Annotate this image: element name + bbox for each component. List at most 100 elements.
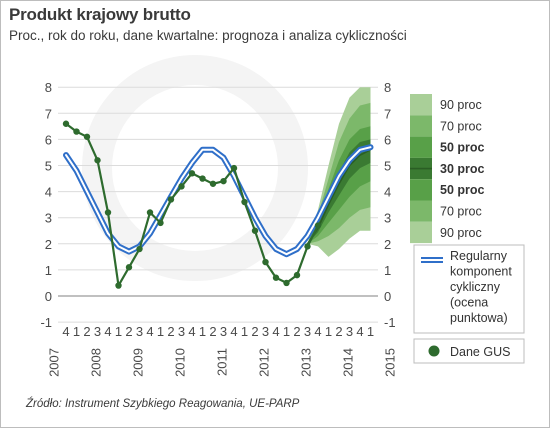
x-quarter-label: 3 [262, 324, 269, 339]
x-quarter-label: 4 [146, 324, 153, 339]
y-tick-label-right: 4 [384, 185, 391, 200]
legend-fan-label: 70 proc [440, 205, 482, 219]
x-quarter-label: 4 [230, 324, 237, 339]
legend-fan-label: 50 proc [440, 141, 485, 155]
x-quarter-label: 4 [104, 324, 111, 339]
y-tick-label-right: 6 [384, 132, 391, 147]
legend-cycle-label: cykliczny [450, 280, 501, 294]
x-quarter-label: 2 [335, 324, 342, 339]
chart-subtitle: Proc., rok do roku, dane kwartalne: prog… [9, 28, 407, 43]
y-tick-label-right: 0 [384, 289, 391, 304]
chart-title: Produkt krajowy brutto [9, 5, 191, 24]
x-year-label: 2013 [299, 348, 314, 377]
x-quarter-label: 2 [125, 324, 132, 339]
gus-point [220, 177, 227, 185]
y-axis-left: -1 0 1 2 3 4 5 6 7 8 [40, 80, 52, 330]
legend-fan-label: 90 proc [440, 98, 482, 112]
legend-swatch [410, 115, 432, 137]
legend: 90 proc 70 proc 50 proc 30 proc 50 proc 70 pr… [410, 94, 525, 364]
gus-series [62, 120, 322, 289]
legend-gus-marker [428, 345, 440, 357]
legend-fan-label: 30 proc [440, 162, 485, 176]
y-tick-label-left: 0 [45, 289, 52, 304]
gus-point [104, 209, 112, 216]
legend-gus-label: Dane GUS [450, 345, 510, 359]
legend-fan-label: 50 proc [440, 183, 485, 197]
x-quarter-label: 4 [188, 324, 195, 339]
y-tick-label-left: 2 [45, 237, 52, 252]
gus-point [293, 271, 301, 279]
y-tick-label-right: 8 [384, 80, 391, 95]
gus-point [157, 219, 164, 227]
gus-point [272, 274, 280, 281]
cycle-series [63, 144, 374, 258]
gus-point [136, 245, 143, 253]
gus-point [314, 222, 322, 229]
gus-point [283, 279, 290, 287]
y-tick-label-right: -1 [384, 315, 396, 330]
y-tick-label-left: 3 [45, 211, 52, 226]
x-quarter-label: 2 [83, 324, 90, 339]
x-quarter-label: 1 [115, 324, 122, 339]
x-quarter-label: 1 [325, 324, 332, 339]
gus-point [83, 133, 91, 140]
x-year-label: 2010 [173, 348, 188, 377]
x-quarter-label: 1 [73, 324, 80, 339]
x-quarter-label: 2 [251, 324, 258, 339]
gus-point [262, 258, 269, 266]
x-year-label: 2011 [215, 348, 230, 376]
x-year-label: 2009 [131, 348, 146, 377]
y-tick-label-left: 1 [45, 263, 52, 278]
gus-point [94, 157, 101, 164]
y-tick-label-left: 8 [45, 80, 52, 95]
y-tick-label-left: 7 [45, 106, 52, 121]
y-tick-label-right: 7 [384, 106, 391, 121]
x-quarter-label: 3 [304, 324, 311, 339]
x-year-label: 2014 [341, 348, 356, 377]
x-year-label: 2007 [47, 348, 62, 377]
x-quarter-label: 1 [367, 324, 374, 339]
gus-point [188, 170, 196, 177]
x-year-label: 2012 [257, 348, 272, 377]
x-quarter-label: 4 [62, 324, 69, 339]
y-axis-right: -1 0 1 2 3 4 5 6 7 8 [384, 80, 396, 330]
legend-fan-label: 90 proc [440, 226, 482, 240]
legend-swatch [410, 200, 432, 222]
legend-cycle-label: (ocena [450, 296, 488, 310]
x-quarter-label: 3 [346, 324, 353, 339]
gus-point [209, 180, 217, 187]
x-quarter-label: 2 [167, 324, 174, 339]
legend-swatch [410, 94, 432, 116]
y-tick-label-left: 4 [45, 185, 52, 200]
x-quarter-label: 4 [356, 324, 363, 339]
watermark-ring [82, 55, 308, 281]
y-tick-label-left: 5 [45, 159, 52, 174]
x-quarter-label: 1 [283, 324, 290, 339]
x-quarter-label: 1 [241, 324, 248, 339]
x-quarter-label: 3 [220, 324, 227, 339]
y-tick-label-right: 2 [384, 237, 391, 252]
x-quarter-label: 4 [272, 324, 279, 339]
x-quarter-label: 3 [178, 324, 185, 339]
y-tick-label-left: -1 [40, 315, 52, 330]
gus-point [115, 282, 122, 289]
gus-point [241, 198, 248, 206]
gus-point [125, 264, 133, 271]
gus-point [199, 175, 206, 182]
x-quarter-label: 2 [293, 324, 300, 339]
x-year-label: 2015 [383, 348, 398, 377]
legend-cycle-label: komponent [450, 265, 512, 279]
y-tick-label-left: 6 [45, 132, 52, 147]
gus-point [304, 243, 311, 250]
y-tick-label-right: 1 [384, 263, 391, 278]
x-quarter-label: 1 [157, 324, 164, 339]
legend-fan-label: 70 proc [440, 119, 482, 133]
x-quarter-label: 4 [314, 324, 321, 339]
gus-point [146, 209, 154, 216]
x-year-label: 2008 [89, 348, 104, 377]
cycle-line-inner [65, 146, 372, 256]
gus-point [62, 120, 70, 127]
gus-point [251, 227, 259, 234]
watermark-logo [82, 55, 308, 281]
legend-cycle-label: Regularny [450, 249, 508, 263]
